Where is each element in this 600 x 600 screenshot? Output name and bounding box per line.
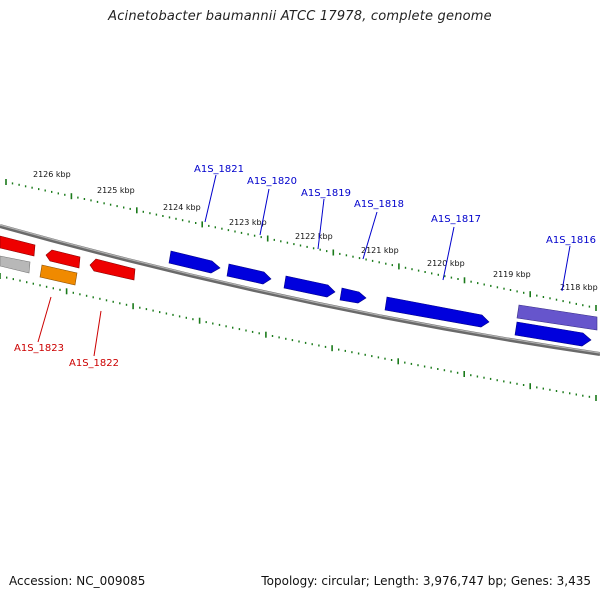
genome-summary: Topology: circular; Length: 3,976,747 bp… xyxy=(261,574,591,588)
reverse-strand-genes xyxy=(0,235,136,286)
kbp-label: 2125 kbp xyxy=(97,186,135,195)
gene-arrow-red-left[interactable] xyxy=(0,235,36,257)
gene-arrow-orange[interactable] xyxy=(39,264,78,286)
gene-label-a1s-1820[interactable]: A1S_1820 xyxy=(247,176,297,187)
forward-strand-genes xyxy=(168,250,598,347)
gene-leader-lines xyxy=(37,174,571,357)
accession-label: Accession: NC_009085 xyxy=(9,574,146,588)
kbp-label: 2123 kbp xyxy=(229,218,267,227)
gene-arrow-a1s-1818[interactable] xyxy=(339,287,367,304)
gene-arrow-a1s-1817[interactable] xyxy=(384,296,490,328)
gene-arrow-a1s-1820[interactable] xyxy=(226,263,272,285)
gene-label-a1s-1822[interactable]: A1S_1822 xyxy=(69,358,119,369)
gene-arrow-a1s-1819[interactable] xyxy=(283,275,336,298)
genome-backbone xyxy=(0,224,600,356)
gene-label-a1s-1819[interactable]: A1S_1819 xyxy=(301,188,351,199)
kbp-label: 2121 kbp xyxy=(361,246,399,255)
gene-arrow-red-a1s-1822[interactable] xyxy=(89,258,136,281)
genome-backbone-highlight xyxy=(0,224,600,354)
gene-arrow-a1s-1816[interactable] xyxy=(514,321,592,347)
gene-label-a1s-1816[interactable]: A1S_1816 xyxy=(546,235,596,246)
gene-arrow-grey-left[interactable] xyxy=(0,255,31,274)
kbp-label: 2122 kbp xyxy=(295,232,333,241)
outer-tick-track xyxy=(5,179,597,311)
gene-arrow-a1s-1821[interactable] xyxy=(168,250,221,274)
gene-labels: A1S_1821 A1S_1820 A1S_1819 A1S_1818 A1S_… xyxy=(14,164,596,369)
kbp-label: 2119 kbp xyxy=(493,270,531,279)
kbp-label: 2126 kbp xyxy=(33,170,71,179)
gene-arrow-red-small[interactable] xyxy=(45,249,81,269)
gene-arrow-a1s-1816-outer[interactable] xyxy=(516,304,598,331)
map-title: Acinetobacter baumannii ATCC 17978, comp… xyxy=(108,9,492,24)
inner-tick-track xyxy=(0,273,597,401)
kbp-label: 2124 kbp xyxy=(163,203,201,212)
kbp-label: 2120 kbp xyxy=(427,259,465,268)
gene-label-a1s-1817[interactable]: A1S_1817 xyxy=(431,214,481,225)
kbp-label: 2118 kbp xyxy=(560,283,598,292)
gene-label-a1s-1818[interactable]: A1S_1818 xyxy=(354,199,404,210)
gene-label-a1s-1821[interactable]: A1S_1821 xyxy=(194,164,244,175)
gene-label-a1s-1823[interactable]: A1S_1823 xyxy=(14,343,64,354)
